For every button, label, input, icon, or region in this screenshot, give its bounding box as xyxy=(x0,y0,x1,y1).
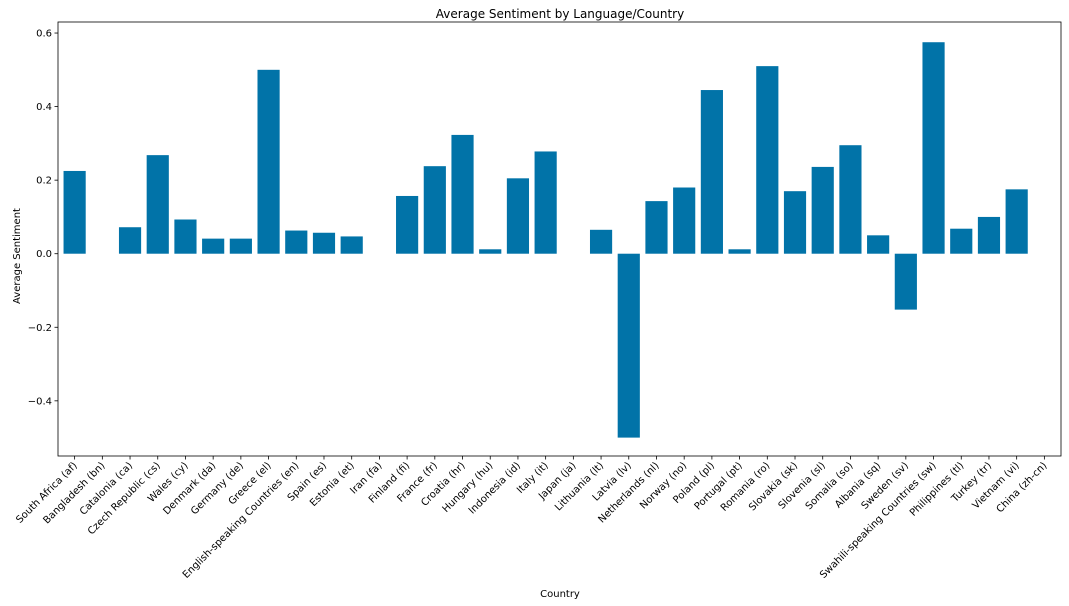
y-axis-label: Average Sentiment xyxy=(12,208,23,304)
y-tick-label: 0.6 xyxy=(36,29,52,40)
bar xyxy=(950,228,973,254)
x-axis-label: Country xyxy=(540,589,580,600)
bars-group xyxy=(63,42,1028,438)
bar xyxy=(783,191,807,254)
bar xyxy=(229,238,252,254)
bar xyxy=(645,201,668,254)
bar xyxy=(312,232,336,254)
y-tick-label: −0.4 xyxy=(28,396,52,407)
bar xyxy=(174,219,197,254)
bar xyxy=(423,166,446,254)
bar xyxy=(867,235,890,254)
bar xyxy=(118,227,142,254)
bar xyxy=(396,195,419,254)
bar xyxy=(977,216,1001,254)
bar xyxy=(617,253,640,438)
bar xyxy=(506,178,530,254)
x-axis: South Africa (af)Bangladesh (bn)Cataloni… xyxy=(14,456,1050,581)
bar xyxy=(728,249,751,254)
y-tick-label: 0.2 xyxy=(36,176,52,187)
bar xyxy=(534,151,557,254)
chart-title: Average Sentiment by Language/Country xyxy=(436,7,684,21)
y-tick-label: 0.0 xyxy=(36,249,52,260)
y-tick-label: 0.4 xyxy=(36,102,52,113)
bar xyxy=(756,66,779,254)
bar xyxy=(479,249,502,254)
bar xyxy=(700,90,723,254)
bar xyxy=(839,145,862,254)
y-tick-label: −0.2 xyxy=(28,323,52,334)
bar xyxy=(673,187,696,254)
bar xyxy=(1005,189,1028,254)
y-axis: −0.4 −0.2 0.0 0.2 0.4 0.6 xyxy=(28,29,58,407)
bar xyxy=(285,230,308,254)
bar xyxy=(340,236,363,254)
plot-frame xyxy=(57,21,1062,457)
bar xyxy=(451,134,474,254)
bar xyxy=(589,229,613,254)
bar xyxy=(922,42,945,254)
bar xyxy=(146,155,169,254)
bar xyxy=(894,253,917,310)
bar xyxy=(63,170,86,254)
bar xyxy=(811,166,834,254)
x-tick-label: China (zh-cn) xyxy=(995,460,1050,515)
bar xyxy=(257,69,280,254)
bar xyxy=(202,238,225,254)
